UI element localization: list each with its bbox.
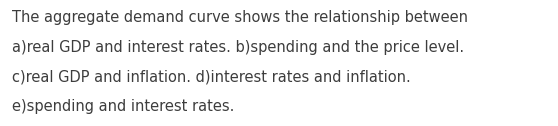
Text: e)spending and interest rates.: e)spending and interest rates. (12, 99, 235, 114)
Text: a)real GDP and interest rates. b)spending and the price level.: a)real GDP and interest rates. b)spendin… (12, 40, 464, 55)
Text: c)real GDP and inflation. d)interest rates and inflation.: c)real GDP and inflation. d)interest rat… (12, 69, 411, 84)
Text: The aggregate demand curve shows the relationship between: The aggregate demand curve shows the rel… (12, 10, 468, 25)
